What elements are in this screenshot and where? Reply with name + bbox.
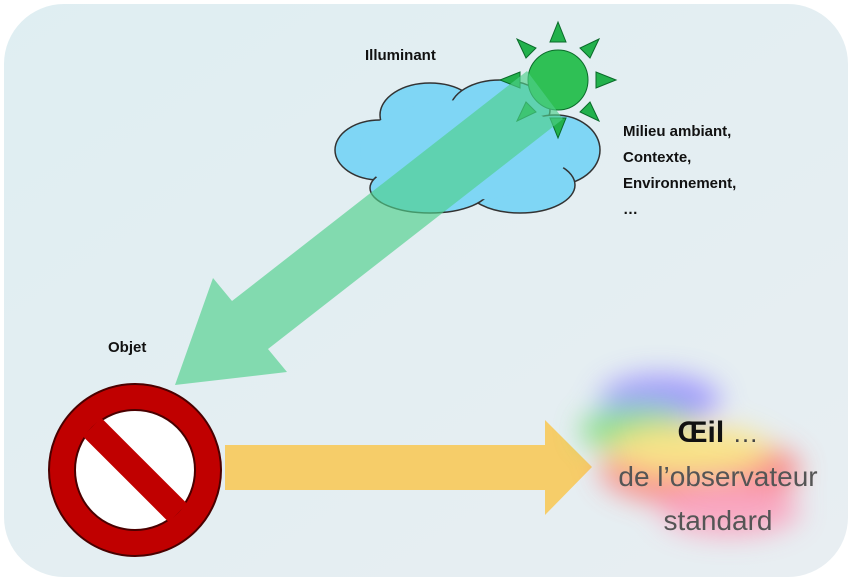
illuminant-label: Illuminant	[365, 47, 436, 64]
eye-line: de l’observateur	[618, 461, 817, 492]
environment-line: …	[623, 201, 638, 218]
object-sign	[49, 384, 221, 556]
object-label: Objet	[108, 339, 146, 356]
diagram: Illuminant Milieu ambiant, Contexte, Env…	[0, 0, 852, 581]
eye-line: standard	[664, 505, 773, 536]
eye-title: Œil …	[677, 416, 758, 449]
eye-title-text: Œil	[677, 416, 724, 449]
environment-line: Environnement,	[623, 175, 736, 192]
eye-title-suffix: …	[733, 418, 759, 448]
environment-line: Milieu ambiant,	[623, 123, 731, 140]
environment-line: Contexte,	[623, 149, 691, 166]
